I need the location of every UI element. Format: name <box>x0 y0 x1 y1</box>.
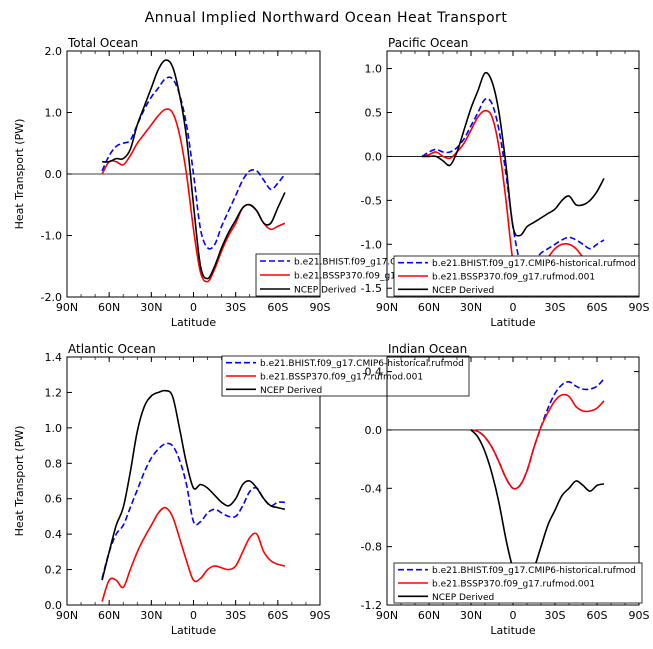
y-tick-label: -0.4 <box>361 482 382 495</box>
y-tick-label: -0.5 <box>361 194 382 207</box>
x-axis-label: Latitude <box>490 316 536 329</box>
x-tick-label: 30S <box>225 609 246 622</box>
x-tick-label: 60S <box>587 301 608 314</box>
x-tick-label: 60S <box>267 301 288 314</box>
x-tick-label: 0 <box>510 609 517 622</box>
x-tick-label: 90S <box>629 301 650 314</box>
legend-box <box>393 562 643 604</box>
y-tick-label: 1.2 <box>45 386 63 399</box>
y-tick-label: 1.4 <box>45 351 63 364</box>
legend: b.e21.BHIST.f09_g17.CMIP6-historical.ruf… <box>221 355 470 397</box>
series-line-bssp370 <box>101 506 286 602</box>
panel-indian-ocean: Indian Ocean 90N 60N 30N 0 30S 60S 90S -1.2 -0.8 -… <box>361 342 650 637</box>
legend-label: b.e21.BHIST.f09_g17.CMIP6-historical.ruf… <box>432 259 636 269</box>
legend-label: b.e21.BSSP370.f09_g17.rufmod.001 <box>294 272 457 282</box>
panel-title: Total Ocean <box>67 36 138 50</box>
panel-title: Atlantic Ocean <box>68 342 156 356</box>
legend: b.e21.BHIST.f09_g17.CMIP6-historical.ruf… <box>393 255 640 297</box>
series-line-bhist <box>421 97 605 272</box>
x-tick-label: 0 <box>510 301 517 314</box>
y-tick-label: 2.0 <box>45 45 63 58</box>
x-tick-label: 30S <box>225 301 246 314</box>
legend-label: b.e21.BSSP370.f09_g17.rufmod.001 <box>432 580 595 590</box>
y-tick-label: 0.0 <box>365 150 383 163</box>
legend: b.e21.BHIST.f09_g17.CMIP6-historical.ruf… <box>393 562 643 604</box>
x-axis-label: Latitude <box>490 624 536 637</box>
legend-label: NCEP Derived <box>432 286 494 296</box>
figure-title: Annual Implied Northward Ocean Heat Tran… <box>145 10 508 26</box>
x-tick-label: 90N <box>56 301 78 314</box>
x-tick-label: 90S <box>310 301 331 314</box>
series-line-ncep <box>422 71 605 237</box>
y-tick-label: -0.8 <box>361 541 382 554</box>
x-tick-label: 30N <box>460 609 482 622</box>
x-tick-label: 60S <box>267 609 288 622</box>
y-axis-label: Heat Transport (PW) <box>13 426 26 537</box>
series-line-bssp370 <box>470 393 605 490</box>
x-tick-label: 60N <box>98 609 120 622</box>
x-tick-label: 90N <box>376 609 398 622</box>
y-tick-label: 0.0 <box>365 424 383 437</box>
y-tick-label: 0.0 <box>45 599 63 612</box>
y-tick-label: -1.0 <box>361 238 382 251</box>
y-tick-label: 0.4 <box>365 366 383 379</box>
series-line-ncep <box>102 59 286 280</box>
panel-atlantic-ocean: Atlantic Ocean 90N 60N 30N 0 30S 60S 90S 0.0 0.2 0… <box>13 342 470 637</box>
series-line-ncep <box>101 389 286 581</box>
x-tick-label: 60N <box>418 301 440 314</box>
y-tick-label: -1.2 <box>361 599 382 612</box>
legend-label: b.e21.BHIST.f09_g17.CMIP6-historical.ruf… <box>432 566 636 576</box>
legend-label: b.e21.BHIST.f09_g17.CMIP6-historical.ruf… <box>260 359 464 369</box>
x-tick-label: 60S <box>587 609 608 622</box>
legend-label: NCEP Derived <box>294 286 356 296</box>
series-line-bhist <box>101 442 285 579</box>
y-tick-label: -1.5 <box>361 282 382 295</box>
x-tick-label: 0 <box>190 609 197 622</box>
x-tick-label: 30S <box>545 609 566 622</box>
legend-box <box>221 355 470 397</box>
y-tick-label: 0.4 <box>45 528 63 541</box>
x-tick-label: 30N <box>140 301 162 314</box>
y-tick-label: 0.2 <box>45 564 63 577</box>
x-tick-label: 90N <box>56 609 78 622</box>
legend-label: NCEP Derived <box>432 593 494 603</box>
x-tick-label: 30S <box>545 301 566 314</box>
y-tick-label: 1.0 <box>45 107 63 120</box>
x-tick-label: 90S <box>629 609 650 622</box>
x-tick-label: 0 <box>190 301 197 314</box>
legend-label: b.e21.BSSP370.f09_g17.rufmod.001 <box>260 373 423 383</box>
y-tick-label: 0.5 <box>365 107 383 120</box>
y-tick-label: 1.0 <box>45 422 63 435</box>
legend-box <box>393 255 640 297</box>
y-tick-label: 0.8 <box>45 457 63 470</box>
y-tick-label: 1.0 <box>365 63 383 76</box>
x-tick-label: 60N <box>418 609 440 622</box>
x-tick-label: 90S <box>310 609 331 622</box>
y-tick-label: 0.6 <box>45 493 63 506</box>
panel-title: Pacific Ocean <box>388 36 468 50</box>
x-tick-label: 30N <box>140 609 162 622</box>
series-line-ncep <box>470 429 605 586</box>
legend-label: b.e21.BSSP370.f09_g17.rufmod.001 <box>432 273 595 283</box>
legend-label: NCEP Derived <box>260 386 322 396</box>
y-axis-label: Heat Transport (PW) <box>13 119 26 230</box>
x-tick-label: 60N <box>98 301 120 314</box>
panel-title: Indian Ocean <box>388 342 467 356</box>
x-tick-label: 90N <box>376 301 398 314</box>
series-line-bhist <box>101 76 286 250</box>
y-tick-label: -1.0 <box>41 230 62 243</box>
x-axis-label: Latitude <box>171 624 217 637</box>
y-tick-label: -2.0 <box>41 291 62 304</box>
panel-pacific-ocean: Pacific Ocean 90N 60N 30N 0 30S 60S 90S -1.5 -1.0… <box>361 36 650 329</box>
x-axis-label: Latitude <box>171 316 217 329</box>
x-tick-label: 30N <box>460 301 482 314</box>
y-tick-label: 0.0 <box>45 168 63 181</box>
